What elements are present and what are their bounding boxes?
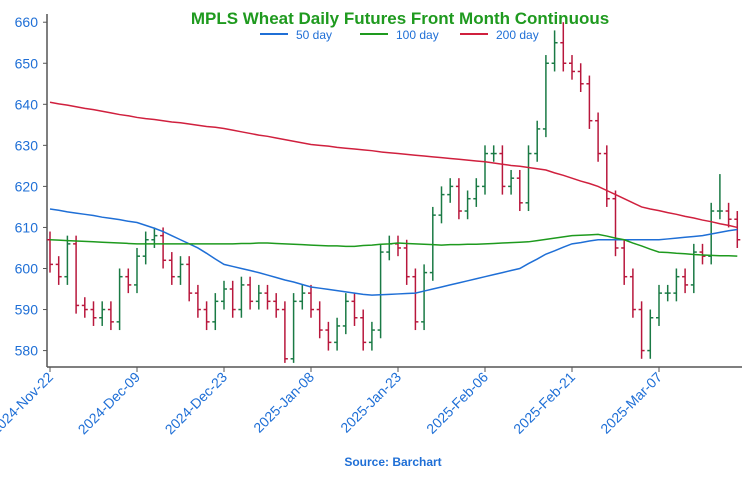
x-tick-label: 2024-Dec-09 bbox=[75, 369, 144, 438]
y-tick-label: 590 bbox=[15, 302, 39, 318]
legend-label: 200 day bbox=[496, 28, 539, 42]
x-tick-label: 2024-Dec-23 bbox=[162, 369, 231, 438]
y-tick-label: 600 bbox=[15, 260, 39, 276]
ma-line bbox=[49, 208, 738, 296]
y-tick-label: 610 bbox=[15, 219, 39, 235]
x-tick-label: 2025-Jan-23 bbox=[337, 369, 404, 436]
x-tick-label: 2024-Nov-22 bbox=[0, 369, 56, 438]
y-tick-label: 630 bbox=[15, 137, 39, 153]
y-tick-label: 650 bbox=[15, 55, 39, 71]
y-tick-label: 660 bbox=[15, 14, 39, 30]
legend-label: 50 day bbox=[296, 28, 332, 42]
chart-title: MPLS Wheat Daily Futures Front Month Con… bbox=[191, 9, 609, 28]
x-tick-label: 2025-Mar-07 bbox=[597, 369, 665, 437]
legend-label: 100 day bbox=[396, 28, 439, 42]
y-tick-label: 620 bbox=[15, 178, 39, 194]
x-tick-label: 2025-Feb-06 bbox=[423, 369, 491, 437]
y-tick-label: 580 bbox=[15, 343, 39, 359]
ma-line bbox=[49, 233, 738, 257]
x-tick-label: 2025-Feb-21 bbox=[510, 369, 578, 437]
ma-line bbox=[49, 101, 738, 229]
source: Source: Barchart bbox=[344, 455, 441, 469]
x-tick-label: 2025-Jan-08 bbox=[250, 369, 317, 436]
y-tick-label: 640 bbox=[15, 96, 39, 112]
